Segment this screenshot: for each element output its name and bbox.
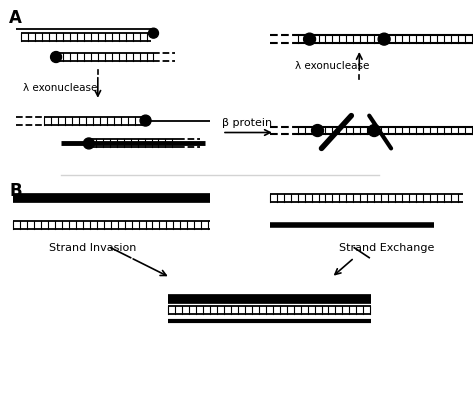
Text: Strand Exchange: Strand Exchange: [339, 243, 435, 253]
Circle shape: [368, 125, 380, 137]
Circle shape: [83, 138, 94, 149]
Circle shape: [148, 28, 158, 38]
Circle shape: [51, 51, 62, 62]
Text: A: A: [9, 9, 22, 27]
Circle shape: [140, 115, 151, 126]
Text: B: B: [9, 182, 22, 200]
Circle shape: [304, 33, 316, 45]
Text: λ exonuclease: λ exonuclease: [295, 61, 369, 71]
Circle shape: [378, 33, 390, 45]
Circle shape: [311, 125, 323, 137]
Text: λ exonuclease: λ exonuclease: [23, 83, 98, 93]
Text: Strand Invasion: Strand Invasion: [49, 243, 137, 253]
Text: β protein: β protein: [222, 117, 272, 127]
